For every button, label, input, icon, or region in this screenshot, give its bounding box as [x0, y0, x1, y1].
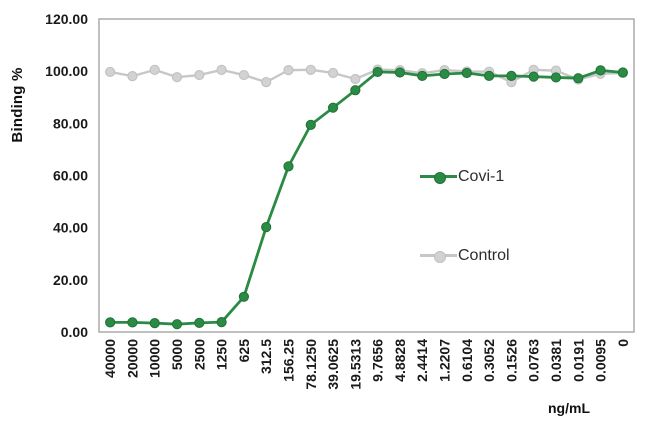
data-point-covi-1[interactable]: [305, 119, 316, 130]
data-point-control[interactable]: [350, 73, 361, 85]
data-point-control[interactable]: [283, 65, 294, 76]
data-point-control[interactable]: [216, 64, 227, 75]
y-tick-label: 80.00: [53, 115, 88, 131]
x-tick-label: 0.1526: [503, 339, 519, 382]
y-tick-label: 100.00: [45, 63, 88, 79]
data-point-covi-1[interactable]: [372, 66, 383, 78]
data-point-covi-1[interactable]: [528, 71, 539, 82]
x-tick-label: 78.1250: [303, 339, 319, 390]
data-point-covi-1[interactable]: [617, 67, 628, 78]
data-point-covi-1[interactable]: [417, 70, 428, 81]
y-tick-label: 120.00: [45, 11, 88, 27]
data-point-covi-1[interactable]: [461, 67, 472, 79]
x-tick-label: 19.5313: [347, 339, 363, 390]
data-point-covi-1[interactable]: [216, 316, 227, 328]
x-tick-label: 9.7656: [370, 339, 386, 382]
data-point-covi-1[interactable]: [171, 319, 183, 330]
x-tick-label: 0.0095: [593, 339, 609, 382]
series-line-covi-1: [108, 68, 625, 326]
x-tick-label: 10000: [147, 339, 163, 378]
data-point-covi-1[interactable]: [573, 73, 584, 84]
legend-item-covi-1[interactable]: Covi-1: [420, 167, 504, 187]
data-point-covi-1[interactable]: [327, 102, 339, 113]
x-tick-label: 20000: [124, 339, 140, 378]
data-point-covi-1[interactable]: [194, 317, 205, 328]
x-tick-label: 40000: [102, 339, 118, 378]
x-tick-label: 5000: [169, 339, 185, 370]
data-point-control[interactable]: [194, 69, 205, 81]
data-point-covi-1[interactable]: [105, 317, 116, 328]
data-point-control[interactable]: [238, 69, 249, 81]
x-tick-label: 0.0191: [570, 339, 586, 382]
data-point-control[interactable]: [261, 77, 272, 88]
x-tick-label: 4.8828: [392, 339, 408, 382]
data-point-covi-1[interactable]: [595, 65, 606, 76]
data-point-control[interactable]: [149, 64, 160, 75]
x-tick-label: 0.3052: [481, 339, 497, 382]
data-point-covi-1[interactable]: [394, 67, 406, 78]
x-tick-label: 625: [236, 339, 252, 363]
x-tick-label: 39.0625: [325, 339, 341, 390]
data-point-control[interactable]: [171, 72, 183, 83]
x-tick-label: 2.4414: [414, 339, 430, 382]
y-tick-label: 40.00: [53, 220, 88, 236]
plot-area-border: [98, 18, 635, 333]
x-axis-title: ng/mL: [548, 400, 590, 416]
legend-item-control[interactable]: Control: [420, 246, 510, 266]
data-point-covi-1[interactable]: [238, 291, 249, 302]
y-tick-label: 20.00: [53, 272, 88, 288]
data-point-covi-1[interactable]: [283, 161, 294, 172]
legend-label-covi-1: Covi-1: [458, 168, 505, 185]
data-point-covi-1[interactable]: [350, 85, 361, 96]
x-tick-label: 0.0381: [548, 339, 564, 382]
data-point-covi-1[interactable]: [127, 317, 138, 328]
x-tick-label: 2500: [191, 339, 207, 370]
data-point-covi-1[interactable]: [149, 318, 160, 329]
covi-1-series-marker-icon: [420, 167, 457, 187]
control-series-marker-icon: [420, 246, 457, 266]
y-tick-label: 0.00: [61, 324, 88, 340]
x-tick-label: 0.0763: [526, 339, 542, 382]
x-tick-label: 1250: [214, 339, 230, 370]
y-axis-title: Binding %: [9, 67, 26, 143]
data-point-covi-1[interactable]: [484, 70, 495, 81]
legend-label-control: Control: [458, 247, 510, 264]
data-point-control[interactable]: [105, 66, 116, 78]
data-point-control[interactable]: [127, 71, 138, 82]
data-point-covi-1[interactable]: [506, 70, 517, 81]
data-point-control[interactable]: [327, 67, 339, 79]
data-point-covi-1[interactable]: [439, 68, 450, 80]
data-point-control[interactable]: [305, 64, 316, 75]
data-point-covi-1[interactable]: [261, 222, 272, 233]
data-point-covi-1[interactable]: [550, 72, 562, 83]
x-tick-label: 312.5: [258, 339, 274, 374]
x-tick-label: 1.2207: [437, 339, 453, 382]
x-tick-label: 0.6104: [459, 339, 475, 382]
y-tick-label: 60.00: [53, 168, 88, 184]
x-tick-label: 156.25: [280, 339, 296, 382]
x-tick-label: 0: [615, 339, 631, 347]
